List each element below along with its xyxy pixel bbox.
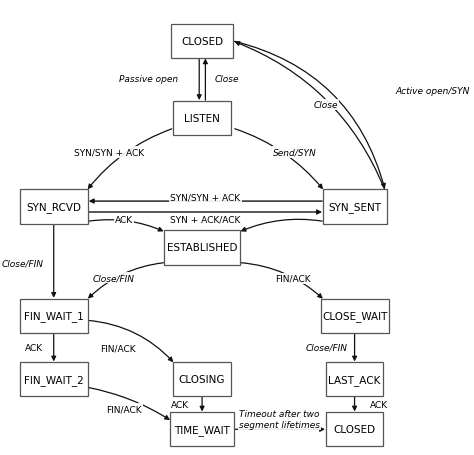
Text: FIN/ACK: FIN/ACK bbox=[100, 344, 136, 353]
Text: ACK: ACK bbox=[171, 400, 189, 409]
Text: SYN + ACK/ACK: SYN + ACK/ACK bbox=[170, 215, 241, 224]
Text: Close: Close bbox=[215, 75, 239, 84]
FancyBboxPatch shape bbox=[20, 190, 88, 224]
Text: Send/SYN: Send/SYN bbox=[273, 148, 317, 157]
Text: FIN_WAIT_2: FIN_WAIT_2 bbox=[24, 374, 83, 385]
Text: FIN_WAIT_1: FIN_WAIT_1 bbox=[24, 310, 83, 321]
FancyBboxPatch shape bbox=[171, 25, 233, 59]
Text: Passive open: Passive open bbox=[119, 75, 178, 84]
Text: CLOSED: CLOSED bbox=[334, 425, 375, 435]
Text: ACK: ACK bbox=[115, 215, 133, 224]
Text: SYN/SYN + ACK: SYN/SYN + ACK bbox=[170, 193, 240, 202]
FancyBboxPatch shape bbox=[20, 363, 88, 396]
Text: TIME_WAIT: TIME_WAIT bbox=[174, 424, 230, 435]
FancyBboxPatch shape bbox=[20, 299, 88, 333]
Text: Timeout after two
segment lifetimes: Timeout after two segment lifetimes bbox=[239, 409, 320, 429]
FancyBboxPatch shape bbox=[326, 412, 383, 446]
Text: Close/FIN: Close/FIN bbox=[306, 343, 347, 352]
FancyBboxPatch shape bbox=[173, 363, 231, 396]
FancyBboxPatch shape bbox=[326, 363, 383, 396]
Text: CLOSE_WAIT: CLOSE_WAIT bbox=[322, 310, 387, 321]
Text: FIN/ACK: FIN/ACK bbox=[106, 404, 142, 414]
FancyBboxPatch shape bbox=[323, 190, 386, 224]
Text: SYN_RCVD: SYN_RCVD bbox=[26, 202, 81, 212]
FancyBboxPatch shape bbox=[320, 299, 389, 333]
Text: FIN/ACK: FIN/ACK bbox=[275, 274, 310, 283]
Text: SYN_SENT: SYN_SENT bbox=[328, 202, 381, 212]
Text: Close/FIN: Close/FIN bbox=[92, 274, 135, 283]
FancyBboxPatch shape bbox=[170, 412, 234, 446]
Text: Active open/SYN: Active open/SYN bbox=[396, 87, 470, 96]
FancyBboxPatch shape bbox=[173, 101, 231, 136]
Text: SYN/SYN + ACK: SYN/SYN + ACK bbox=[74, 148, 145, 157]
Text: ACK: ACK bbox=[370, 400, 388, 409]
Text: ACK: ACK bbox=[25, 343, 43, 352]
Text: CLOSED: CLOSED bbox=[181, 36, 223, 46]
Text: Close: Close bbox=[313, 101, 338, 110]
FancyBboxPatch shape bbox=[164, 231, 240, 265]
Text: LAST_ACK: LAST_ACK bbox=[328, 374, 381, 385]
Text: Close/FIN: Close/FIN bbox=[2, 259, 44, 268]
Text: LISTEN: LISTEN bbox=[184, 114, 220, 124]
Text: CLOSING: CLOSING bbox=[179, 374, 225, 384]
Text: ESTABLISHED: ESTABLISHED bbox=[167, 243, 237, 253]
